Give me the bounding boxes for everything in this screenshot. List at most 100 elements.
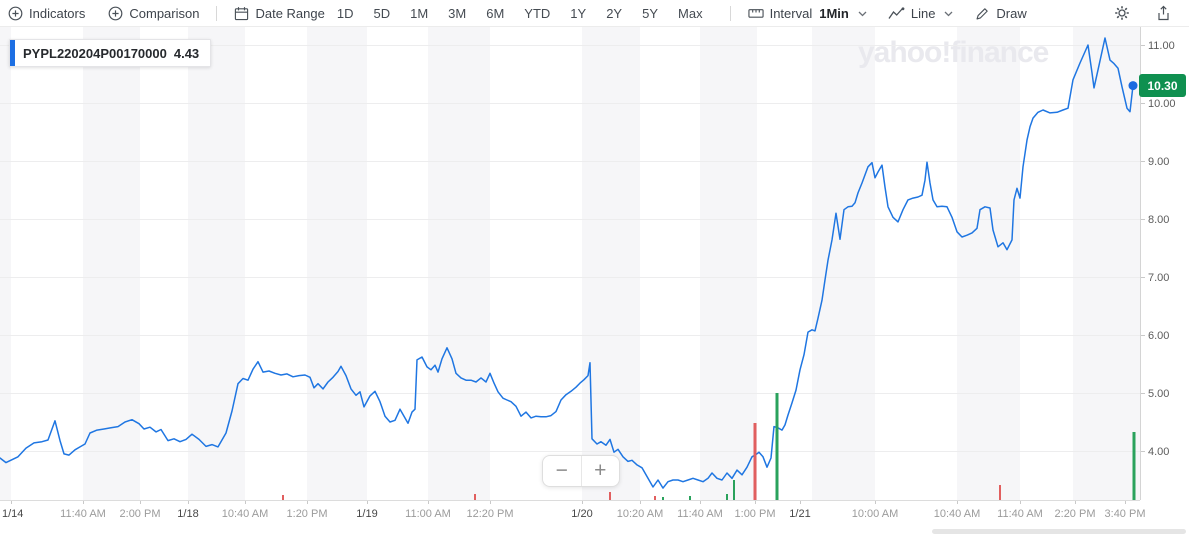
x-axis-label: 1:20 PM <box>287 508 328 520</box>
session-band <box>700 27 757 500</box>
volume-bar <box>654 496 656 500</box>
volume-bar <box>662 497 664 500</box>
x-axis-label: 12:20 PM <box>466 508 513 520</box>
x-axis-label: 11:40 AM <box>60 508 106 520</box>
legend-symbol: PYPL220204P00170000 <box>23 45 167 61</box>
volume-bar <box>999 485 1001 500</box>
x-axis-label: 2:20 PM <box>1055 508 1096 520</box>
session-band <box>83 27 140 500</box>
zoom-out-button[interactable]: − <box>543 456 582 486</box>
zoom-in-button[interactable]: + <box>582 456 620 486</box>
circled-plus-icon <box>8 6 23 20</box>
x-axis-label: 1/19 <box>356 508 377 520</box>
legend-value: 4.43 <box>173 45 200 61</box>
session-band <box>1073 27 1140 500</box>
last-price-value: 10.30 <box>1147 78 1178 93</box>
scrollbar-thumb[interactable] <box>932 529 1186 534</box>
x-axis-label: 11:40 AM <box>997 508 1043 520</box>
range-max[interactable]: Max <box>678 5 703 21</box>
line-chart-icon <box>888 6 905 19</box>
range-1y[interactable]: 1Y <box>570 5 587 21</box>
session-band <box>188 27 245 500</box>
x-axis-label: 10:40 AM <box>222 508 268 520</box>
session-band <box>812 27 875 500</box>
chart-type-label: Line <box>910 5 936 21</box>
zoom-controls: − + <box>542 455 620 487</box>
legend: PYPL220204P00170000 4.43 <box>9 39 212 67</box>
volume-bar <box>282 495 284 500</box>
date-range-button[interactable]: Date Range <box>234 5 325 21</box>
share-button[interactable] <box>1156 5 1171 21</box>
interval-dropdown[interactable]: Interval 1Min <box>747 5 867 21</box>
settings-button[interactable] <box>1114 5 1130 21</box>
x-axis-label: 1/21 <box>789 508 810 520</box>
y-axis-label: 8.00 <box>1148 214 1169 226</box>
volume-bar <box>609 492 611 500</box>
chart-type-dropdown[interactable]: Line <box>888 6 954 21</box>
range-3m[interactable]: 3M <box>448 5 467 21</box>
toolbar-divider <box>216 5 218 21</box>
chevron-down-icon <box>944 11 953 17</box>
indicators-button[interactable]: Indicators <box>8 6 85 21</box>
last-price-badge: 10.30 <box>1139 74 1186 98</box>
plus-icon: + <box>594 459 607 482</box>
volume-bar <box>1132 432 1136 500</box>
chevron-down-icon <box>858 11 867 17</box>
y-axis-label: 10.00 <box>1148 98 1176 110</box>
session-band <box>307 27 367 500</box>
ruler-icon <box>747 9 764 18</box>
range-1d[interactable]: 1D <box>336 5 354 21</box>
date-range-tabs: 1D 5D 1M 3M 6M YTD 1Y 2Y 5Y Max <box>327 6 713 21</box>
x-axis-label: 10:40 AM <box>934 508 980 520</box>
x-axis-label: 1/14 <box>2 508 23 520</box>
range-5y[interactable]: 5Y <box>642 5 659 21</box>
last-price-dot <box>1128 81 1138 91</box>
range-2y[interactable]: 2Y <box>606 5 623 21</box>
y-axis-label: 5.00 <box>1148 388 1169 400</box>
x-axis-label: 3:40 PM <box>1105 508 1146 520</box>
comparison-label: Comparison <box>129 5 200 21</box>
share-icon <box>1158 5 1169 21</box>
x-axis-label: 1:00 PM <box>735 508 776 520</box>
session-band <box>428 27 490 500</box>
range-6m[interactable]: 6M <box>486 5 505 21</box>
volume-bar <box>733 480 735 500</box>
session-band <box>0 27 11 500</box>
y-axis-label: 4.00 <box>1148 446 1169 458</box>
volume-bar <box>474 494 476 500</box>
pencil-icon <box>976 7 989 19</box>
range-1m[interactable]: 1M <box>410 5 429 21</box>
y-axis-label: 7.00 <box>1148 272 1169 284</box>
interval-label: Interval <box>769 5 813 21</box>
volume-bar <box>689 496 691 500</box>
session-band <box>957 27 1020 500</box>
legend-series-color <box>10 40 15 66</box>
indicators-label: Indicators <box>29 5 86 21</box>
volume-bar <box>726 494 728 500</box>
y-axis-label: 9.00 <box>1148 156 1169 168</box>
chart-toolbar: Indicators Comparison Date Range 1D 5D 1M 3… <box>0 0 1189 27</box>
interval-value: 1Min <box>819 5 849 21</box>
gear-icon <box>1115 6 1129 20</box>
volume-bar <box>775 393 779 500</box>
minus-icon: − <box>555 459 568 482</box>
date-range-label: Date Range <box>255 5 325 21</box>
draw-label: Draw <box>996 5 1027 21</box>
x-axis-label: 2:00 PM <box>120 508 161 520</box>
x-axis-label: 10:00 AM <box>852 508 898 520</box>
comparison-button[interactable]: Comparison <box>108 6 199 21</box>
circled-plus-icon <box>108 6 123 20</box>
x-axis-label: 1/18 <box>177 508 198 520</box>
x-axis-label: 11:00 AM <box>405 508 451 520</box>
calendar-icon <box>235 6 249 20</box>
range-ytd[interactable]: YTD <box>524 5 551 21</box>
price-line <box>0 37 1134 489</box>
draw-button[interactable]: Draw <box>975 5 1027 21</box>
toolbar-right-group <box>1114 5 1171 21</box>
y-axis-label: 11.00 <box>1148 40 1175 52</box>
x-axis-label: 11:40 AM <box>677 508 723 520</box>
range-5d[interactable]: 5D <box>373 5 391 21</box>
x-axis-label: 10:20 AM <box>617 508 663 520</box>
